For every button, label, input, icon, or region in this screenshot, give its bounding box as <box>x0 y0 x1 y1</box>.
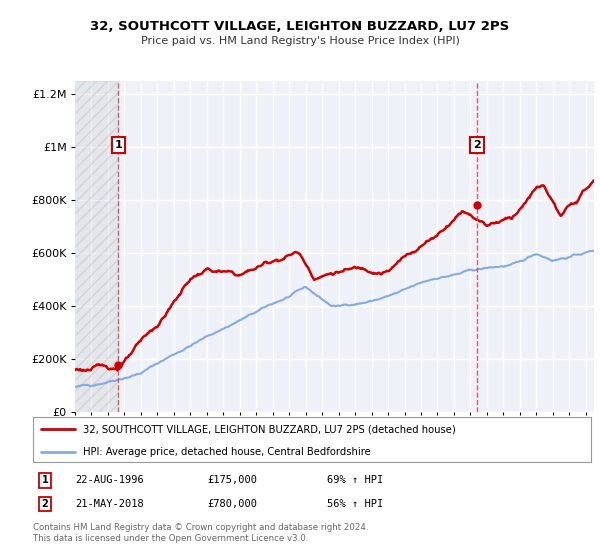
Text: 1: 1 <box>41 475 49 486</box>
Text: £780,000: £780,000 <box>207 499 257 509</box>
Text: 2: 2 <box>41 499 49 509</box>
Text: 21-MAY-2018: 21-MAY-2018 <box>75 499 144 509</box>
Text: Price paid vs. HM Land Registry's House Price Index (HPI): Price paid vs. HM Land Registry's House … <box>140 36 460 46</box>
Text: 69% ↑ HPI: 69% ↑ HPI <box>327 475 383 486</box>
Text: £175,000: £175,000 <box>207 475 257 486</box>
Bar <box>75 81 118 412</box>
Text: 2: 2 <box>473 139 481 150</box>
Text: 32, SOUTHCOTT VILLAGE, LEIGHTON BUZZARD, LU7 2PS: 32, SOUTHCOTT VILLAGE, LEIGHTON BUZZARD,… <box>91 20 509 32</box>
Text: 56% ↑ HPI: 56% ↑ HPI <box>327 499 383 509</box>
Text: 1: 1 <box>115 139 122 150</box>
Text: Contains HM Land Registry data © Crown copyright and database right 2024.
This d: Contains HM Land Registry data © Crown c… <box>33 524 368 543</box>
Text: HPI: Average price, detached house, Central Bedfordshire: HPI: Average price, detached house, Cent… <box>83 447 371 457</box>
Text: 22-AUG-1996: 22-AUG-1996 <box>75 475 144 486</box>
Text: 32, SOUTHCOTT VILLAGE, LEIGHTON BUZZARD, LU7 2PS (detached house): 32, SOUTHCOTT VILLAGE, LEIGHTON BUZZARD,… <box>83 424 456 435</box>
